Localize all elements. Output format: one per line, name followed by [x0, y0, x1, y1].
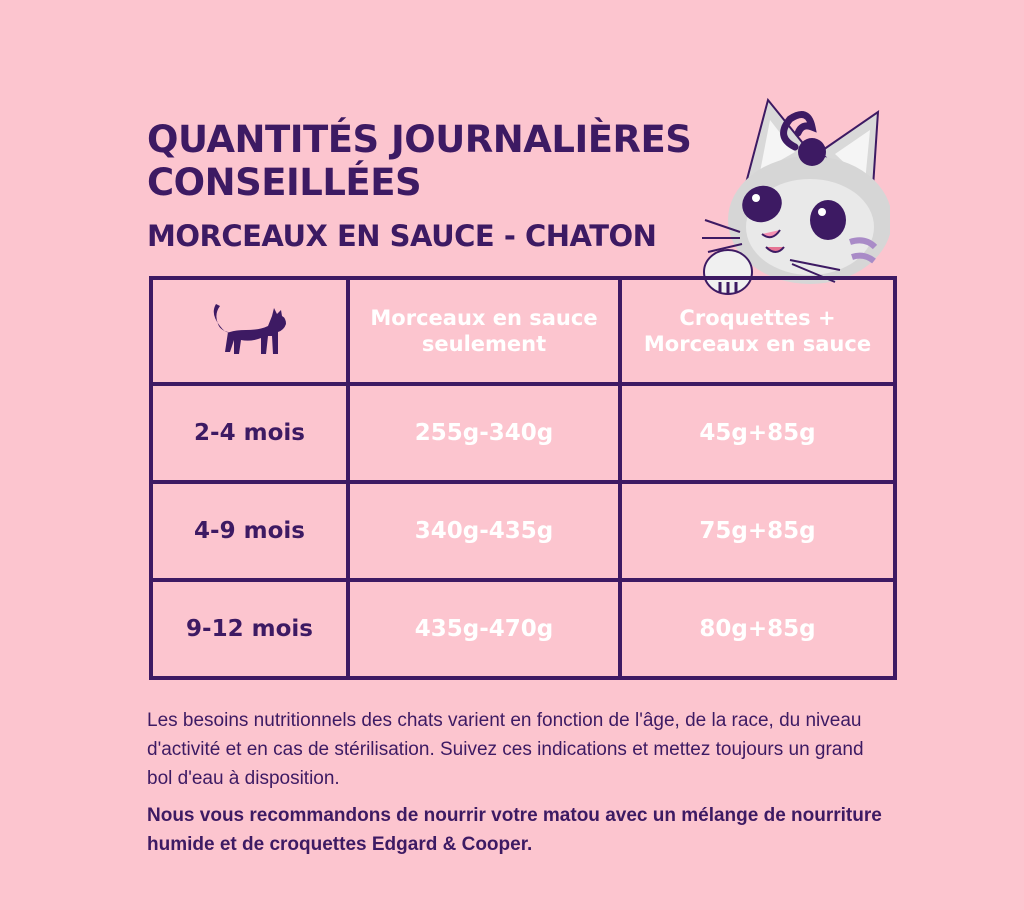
header-icon-cell — [149, 276, 350, 386]
table-row: 2-4 mois 255g-340g 45g+85g — [149, 382, 897, 484]
table-row: 4-9 mois 340g-435g 75g+85g — [149, 480, 897, 582]
page-title: QUANTITÉS JOURNALIÈRES CONSEILLÉES — [147, 118, 692, 204]
sauce-only-cell: 435g-470g — [346, 578, 622, 680]
sauce-only-cell: 340g-435g — [346, 480, 622, 582]
cat-silhouette-icon — [213, 304, 286, 354]
recommendation-note: Nous vous recommandons de nourrir votre … — [147, 805, 882, 855]
age-cell: 9-12 mois — [149, 578, 350, 680]
feeding-table-container: Morceaux en sauce seulement Croquettes +… — [149, 276, 897, 680]
mix-cell: 80g+85g — [618, 578, 897, 680]
mix-cell: 45g+85g — [618, 382, 897, 484]
mix-cell: 75g+85g — [618, 480, 897, 582]
column-header-mix: Croquettes + Morceaux en sauce — [618, 276, 897, 386]
page-subtitle: MORCEAUX EN SAUCE - CHATON — [147, 219, 657, 253]
sauce-only-cell: 255g-340g — [346, 382, 622, 484]
table-header-row: Morceaux en sauce seulement Croquettes +… — [149, 276, 897, 386]
feeding-table: Morceaux en sauce seulement Croquettes +… — [149, 276, 897, 680]
age-cell: 4-9 mois — [149, 480, 350, 582]
age-cell: 2-4 mois — [149, 382, 350, 484]
kitten-mascot-illustration — [702, 97, 890, 295]
nutrition-note: Les besoins nutritionnels des chats vari… — [147, 710, 864, 789]
table-row: 9-12 mois 435g-470g 80g+85g — [149, 578, 897, 680]
column-header-sauce-only: Morceaux en sauce seulement — [346, 276, 622, 386]
